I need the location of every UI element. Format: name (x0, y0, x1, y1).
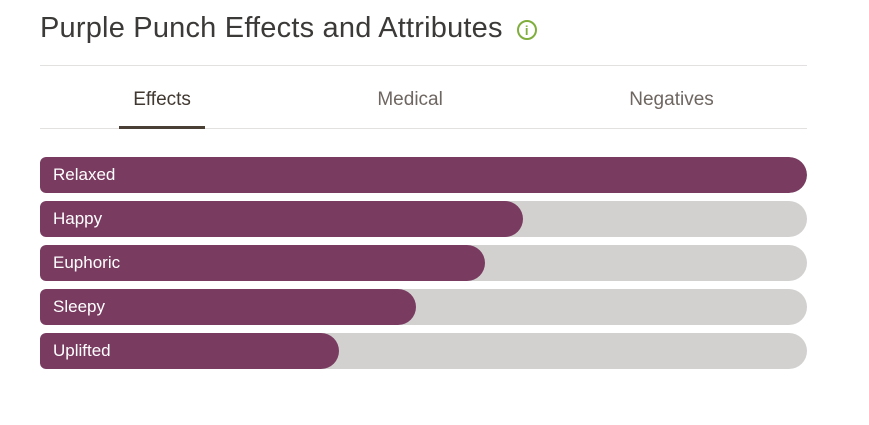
tab-effects[interactable]: Effects (119, 66, 205, 129)
bar-label: Uplifted (53, 341, 111, 360)
bar-row: Uplifted (40, 333, 807, 369)
tab-negatives[interactable]: Negatives (629, 89, 714, 110)
bar-fill: Relaxed (40, 157, 807, 193)
bar-label: Happy (53, 209, 103, 228)
bar-fill: Happy (40, 201, 524, 237)
page-title: Purple Punch Effects and Attributes (40, 12, 503, 44)
bar-row: Sleepy (40, 289, 807, 325)
bar-row: Relaxed (40, 157, 807, 193)
bar-fill: Sleepy (40, 289, 416, 325)
bar-label: Sleepy (53, 297, 105, 316)
widget-header: Purple Punch Effects and Attributes i (40, 12, 807, 66)
bar-fill: Euphoric (40, 245, 485, 281)
bar-fill: Uplifted (40, 333, 340, 369)
tab-medical[interactable]: Medical (377, 89, 443, 110)
bar-label: Relaxed (53, 165, 116, 184)
effects-widget: Purple Punch Effects and Attributes i Ef… (40, 12, 807, 369)
bar-row: Euphoric (40, 245, 807, 281)
bar-label: Euphoric (53, 253, 121, 272)
bar-row: Happy (40, 201, 807, 237)
tab-bar: Effects Medical Negatives (40, 66, 807, 129)
effects-bar-chart: Relaxed Happy Euphoric Sleepy Uplifted (40, 157, 807, 369)
info-icon[interactable]: i (516, 20, 537, 40)
